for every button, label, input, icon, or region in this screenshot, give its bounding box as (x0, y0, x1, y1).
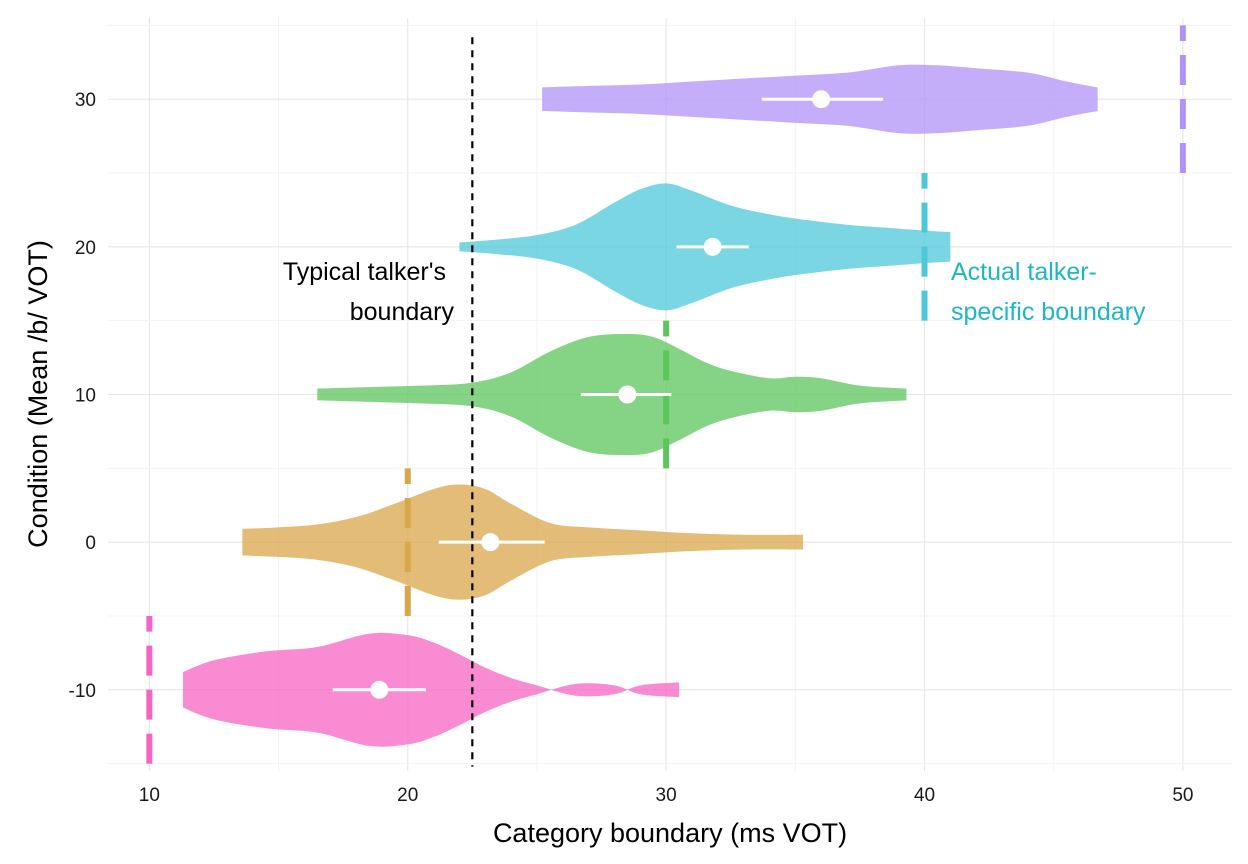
means (332, 90, 884, 699)
y-tick-label: 10 (75, 386, 96, 407)
annotations: Typical talker's boundary Actual talker-… (283, 258, 1146, 326)
talker-specific-label-line1: Actual talker- (951, 258, 1097, 286)
mean-point-20 (703, 237, 722, 256)
x-tick-label: 10 (139, 785, 160, 806)
reference-line-label-line2: boundary (350, 298, 455, 326)
y-tick-label: 30 (75, 90, 96, 111)
y-tick-label: 0 (85, 533, 96, 554)
y-axis-title: Condition (Mean /b/ VOT) (23, 240, 53, 548)
x-tick-label: 20 (397, 785, 418, 806)
mean-point-10 (618, 385, 637, 404)
violins (182, 64, 1098, 747)
y-tick-labels: -10 0 10 20 30 (69, 90, 96, 702)
x-tick-labels: 10 20 30 40 50 (139, 785, 1194, 806)
violin--10 (182, 632, 680, 747)
x-axis-title: Category boundary (ms VOT) (493, 818, 847, 848)
mean-point-30 (812, 90, 831, 109)
y-tick-label: 20 (75, 238, 96, 259)
axes: 10 20 30 40 50 -10 0 10 20 30 Category boundary … (23, 90, 1193, 848)
y-tick-label: -10 (69, 681, 96, 702)
mean-point--10 (370, 680, 389, 699)
x-tick-label: 30 (656, 785, 677, 806)
x-tick-label: 40 (914, 785, 935, 806)
mean-point-0 (481, 533, 500, 552)
reference-line-label-line1: Typical talker's (283, 258, 446, 286)
talker-specific-label-line2: specific boundary (951, 298, 1146, 326)
x-tick-label: 50 (1172, 785, 1193, 806)
